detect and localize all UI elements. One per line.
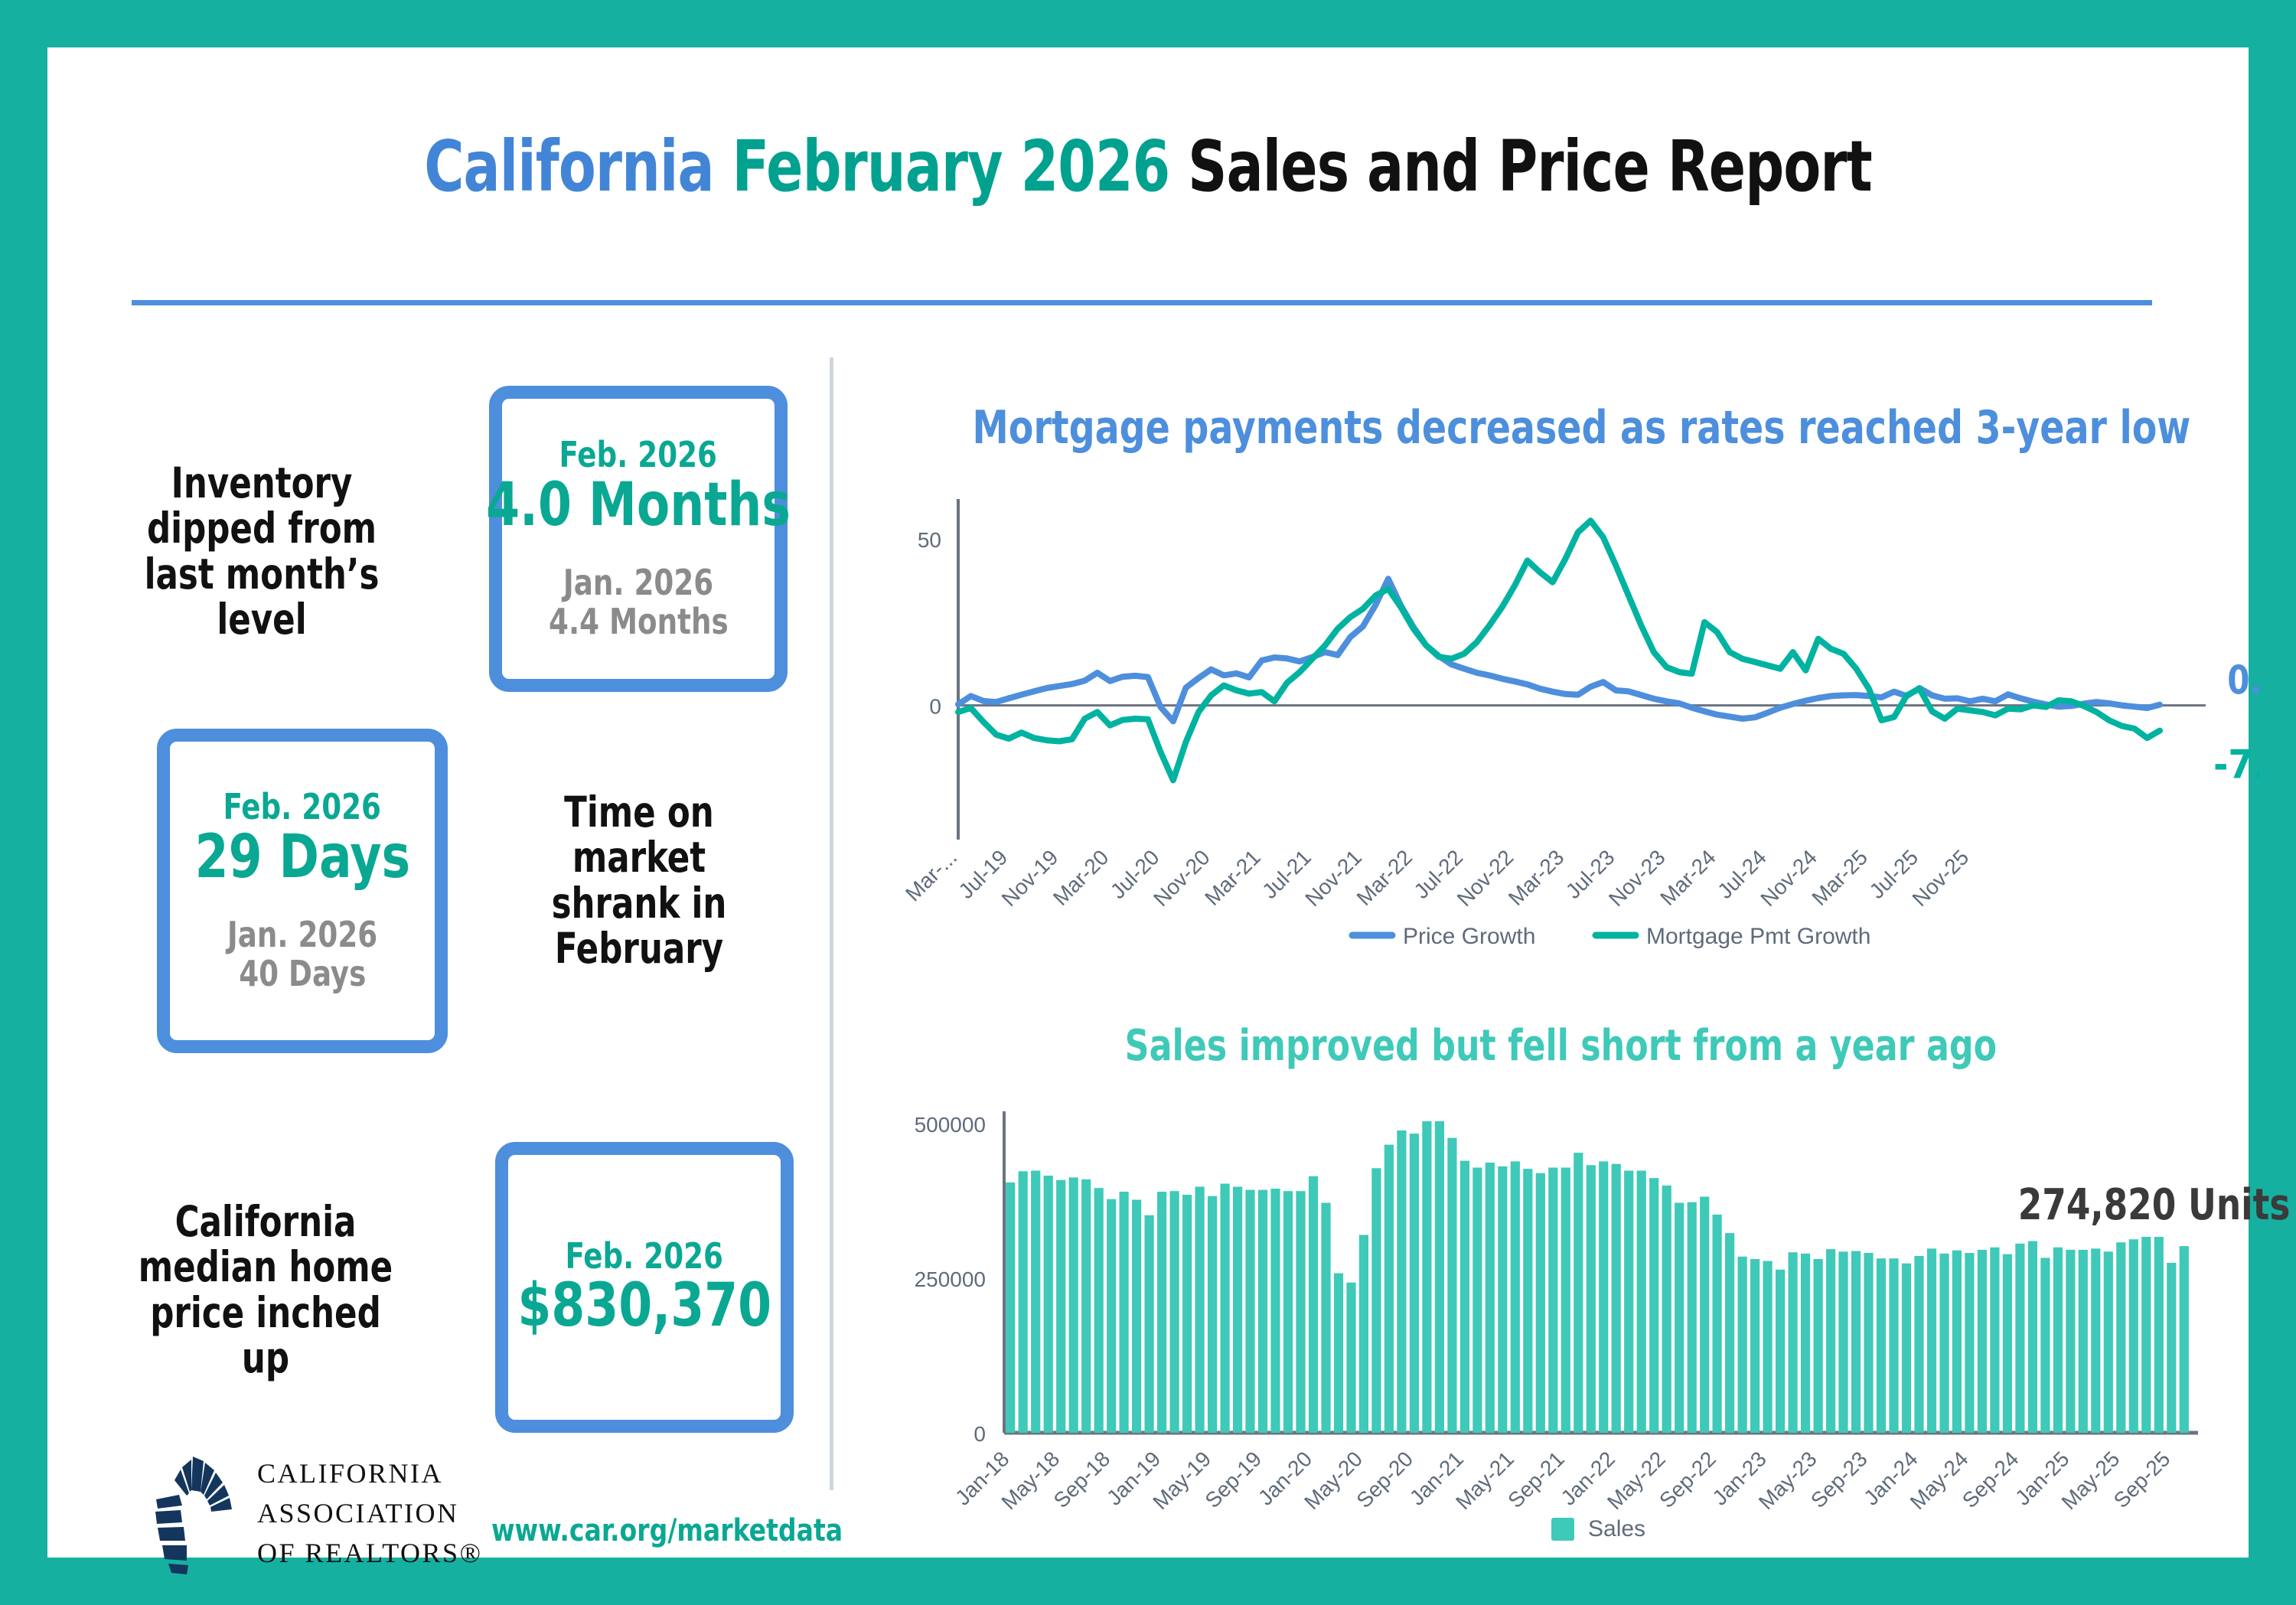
svg-text:Sep-18: Sep-18 [1049,1447,1115,1512]
svg-text:Mar-24: Mar-24 [1655,845,1720,910]
svg-text:250000: 250000 [915,1267,986,1291]
page-title: California February 2026 Sales and Price… [47,132,2249,202]
stat-current-value-price: $830,370 [517,1271,771,1341]
stat-box-time-on-market: Feb. 2026 29 Days Jan. 2026 40 Days [157,729,448,1053]
svg-text:Mar-25: Mar-25 [1807,845,1872,910]
car-logo-line-1: CALIFORNIA [257,1457,444,1489]
svg-text:Nov-25: Nov-25 [1908,845,1974,911]
stat-current-month-inventory: Feb. 2026 [559,434,718,476]
svg-text:Mar-20: Mar-20 [1049,845,1114,910]
stat-prev-month-tom: Jan. 2026 [227,913,378,955]
stat-current-month-tom: Feb. 2026 [223,786,382,828]
stat-prev-month-inventory: Jan. 2026 [563,561,714,603]
svg-text:0.2%: 0.2% [2227,657,2259,703]
svg-text:Sales: Sales [1588,1516,1645,1541]
car-logo-line-2: ASSOCIATION [257,1497,459,1528]
stat-caption-time-on-market: Time on market shrank in February [551,788,727,974]
svg-text:Mar-...: Mar-... [901,845,961,905]
home-sales-bar-chart: 0250000500000Jan-18May-18Sep-18Jan-19May… [915,1111,2198,1541]
svg-text:Sep-20: Sep-20 [1352,1447,1417,1512]
stat-box-median-price: Feb. 2026 $830,370 [495,1142,794,1433]
svg-text:0: 0 [929,695,941,719]
stat-current-value-inventory: 4.0 Months [486,470,791,540]
stat-current-value-tom: 29 Days [194,822,410,892]
car-logo: CALIFORNIA ASSOCIATION OF REALTORS® [147,1452,482,1574]
svg-text:Nov-23: Nov-23 [1604,845,1670,911]
svg-text:Mortgage Pmt Growth: Mortgage Pmt Growth [1646,924,1870,949]
svg-text:Mar-22: Mar-22 [1352,845,1417,910]
svg-text:Sep-22: Sep-22 [1655,1447,1720,1512]
car-logo-mark-icon [155,1457,232,1574]
sales-units-annotation: 274,820 Units [2017,1180,2291,1230]
svg-text:500000: 500000 [915,1113,986,1137]
svg-text:Mar-21: Mar-21 [1200,845,1265,910]
svg-text:Nov-24: Nov-24 [1756,845,1821,911]
svg-text:Nov-22: Nov-22 [1453,845,1518,911]
svg-text:Nov-20: Nov-20 [1149,845,1215,911]
title-segment-month-year: February 2026 [732,126,1171,207]
svg-text:0: 0 [974,1422,986,1446]
stat-prev-value-inventory: 4.4 Months [548,601,729,643]
svg-text:Sep-23: Sep-23 [1806,1447,1872,1512]
title-segment-report: Sales and Price Report [1188,126,1872,207]
svg-text:Price Growth: Price Growth [1403,924,1535,949]
bar-chart-title: Sales improved but fell short from a yea… [1124,1021,1998,1071]
svg-text:Sep-24: Sep-24 [1958,1447,2024,1512]
title-segment-california: California [424,126,714,207]
svg-text:Nov-19: Nov-19 [997,845,1063,911]
svg-text:50: 50 [918,528,941,552]
stat-prev-value-tom: 40 Days [238,953,367,995]
stat-box-inventory: Feb. 2026 4.0 Months Jan. 2026 4.4 Month… [486,386,791,692]
car-logo-line-3: OF REALTORS® [257,1538,483,1569]
stat-current-month-price: Feb. 2026 [565,1235,724,1277]
column-divider [830,357,833,1490]
svg-text:Sep-21: Sep-21 [1503,1447,1569,1512]
stat-caption-inventory: Inventory dipped from last month’s level [144,458,380,644]
svg-text:-7.6%: -7.6% [2213,742,2259,788]
svg-text:Mar-23: Mar-23 [1504,845,1569,910]
svg-text:Nov-21: Nov-21 [1300,845,1366,911]
svg-text:Sep-19: Sep-19 [1201,1447,1267,1512]
stat-caption-median-price: California median home price inched up [138,1197,393,1383]
title-underline-rule [132,300,2152,305]
line-chart-title: Mortgage payments decreased as rates rea… [972,401,2191,455]
svg-text:Sep-25: Sep-25 [2109,1447,2175,1512]
market-data-url-link[interactable]: www.car.org/marketdata [491,1513,843,1548]
content-card: California February 2026 Sales and Price… [47,47,2290,1574]
mortgage-payment-line-chart: 0500.2%-7.6%Mar-...Jul-19Nov-19Mar-20Jul… [901,499,2259,949]
